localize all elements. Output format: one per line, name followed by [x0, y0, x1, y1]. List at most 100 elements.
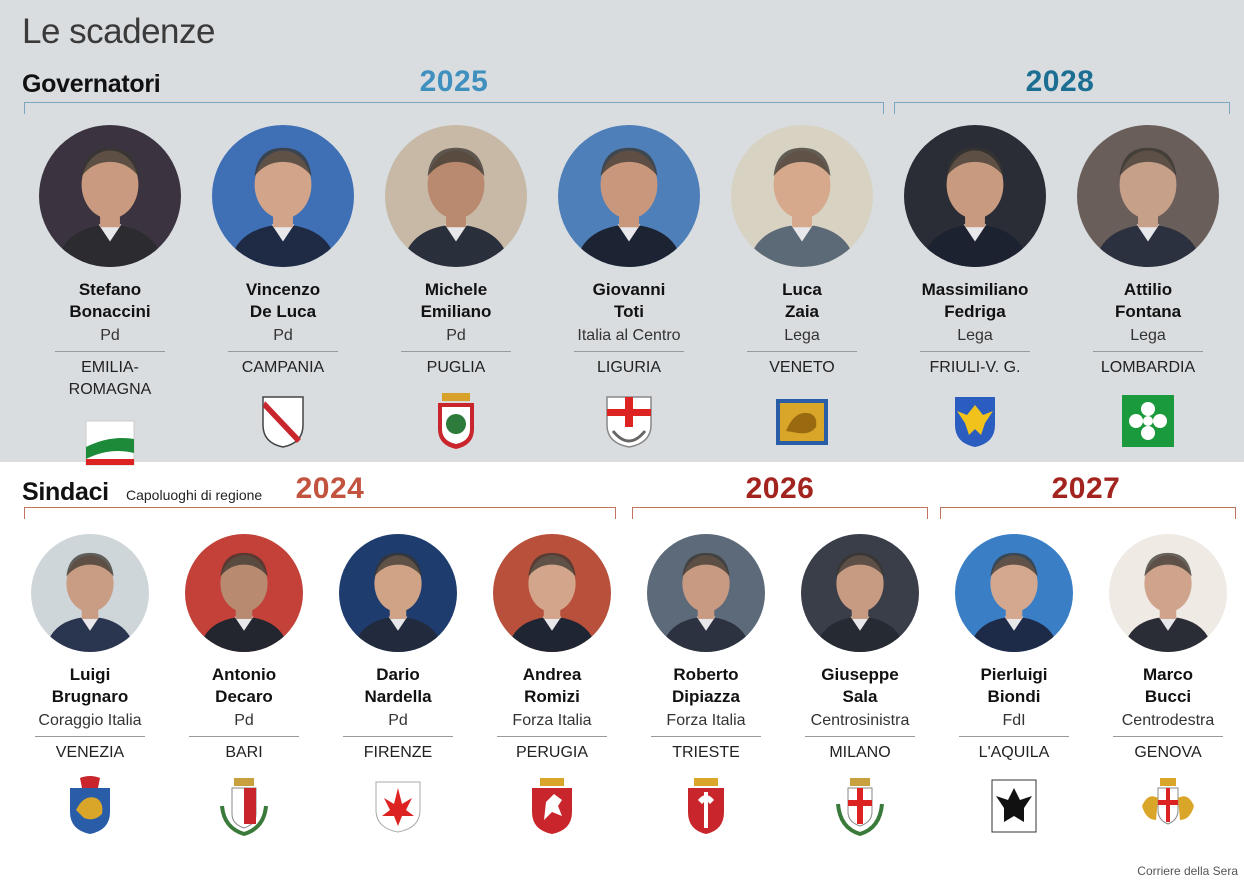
region-label: EMILIA-ROMAGNA — [55, 351, 165, 401]
last-name: Brugnaro — [51, 687, 129, 706]
portrait-photo — [493, 534, 611, 652]
person-name: Dario Nardella — [323, 664, 473, 708]
sindaci-heading: Sindaci — [22, 478, 109, 506]
mayor-card: Giuseppe Sala Centrosinistra MILANO — [785, 534, 935, 841]
sindaci-subtitle: Capoluoghi di regione — [126, 487, 263, 503]
region-label: MILANO — [805, 736, 915, 764]
party-label: Pd — [446, 327, 466, 344]
portrait-photo — [1077, 125, 1219, 267]
governor-card: Attilio Fontana Lega LOMBARDIA — [1073, 125, 1223, 456]
firenze-lily-icon — [368, 776, 428, 841]
first-name: Giovanni — [592, 280, 666, 299]
puglia-shield-icon — [426, 391, 486, 456]
first-name: Marco — [1142, 665, 1194, 684]
year-2024-label: 2024 — [295, 472, 365, 505]
person-name: Roberto Dipiazza — [631, 664, 781, 708]
page-title: Le scadenze — [22, 12, 215, 51]
portrait-photo — [558, 125, 700, 267]
last-name: Bonaccini — [69, 302, 151, 321]
party-label: Pd — [388, 712, 408, 729]
first-name: Roberto — [673, 665, 739, 684]
person-name: Stefano Bonaccini — [35, 279, 185, 323]
first-name: Giuseppe — [821, 665, 899, 684]
genova-griffins-icon — [1138, 776, 1198, 841]
first-name: Michele — [424, 280, 488, 299]
person-name: Andrea Romizi — [477, 664, 627, 708]
mayor-card: Marco Bucci Centrodestra GENOVA — [1093, 534, 1243, 841]
last-name: De Luca — [249, 302, 317, 321]
first-name: Pierluigi — [980, 665, 1048, 684]
portrait-photo — [904, 125, 1046, 267]
party-label: Italia al Centro — [577, 327, 681, 344]
region-label: CAMPANIA — [228, 351, 338, 379]
mayor-card: Roberto Dipiazza Forza Italia TRIESTE — [631, 534, 781, 841]
person-name: Luigi Brugnaro — [15, 664, 165, 708]
portrait-photo — [1109, 534, 1227, 652]
veneto-lion-flag-icon — [772, 391, 832, 456]
person-name: Vincenzo De Luca — [208, 279, 358, 323]
party-label: Forza Italia — [666, 712, 746, 729]
governor-card: Vincenzo De Luca Pd CAMPANIA — [208, 125, 358, 456]
party-label: Lega — [784, 327, 820, 344]
first-name: Dario — [376, 665, 420, 684]
bari-crest-icon — [214, 776, 274, 841]
last-name: Zaia — [784, 302, 820, 321]
bracket-2027 — [940, 507, 1236, 519]
party-label: Lega — [1130, 327, 1166, 344]
bracket-2024 — [24, 507, 616, 519]
portrait-photo — [731, 125, 873, 267]
emilia-romagna-flag-icon — [80, 413, 140, 478]
mayor-card: Dario Nardella Pd FIRENZE — [323, 534, 473, 841]
bracket-2025 — [24, 102, 884, 114]
person-name: Antonio Decaro — [169, 664, 319, 708]
party-label: Pd — [100, 327, 120, 344]
last-name: Romizi — [524, 687, 580, 706]
person-name: Giovanni Toti — [554, 279, 704, 323]
party-label: Forza Italia — [512, 712, 592, 729]
governor-card: Massimiliano Fedriga Lega FRIULI-V. G. — [900, 125, 1050, 456]
region-label: VENEZIA — [35, 736, 145, 764]
person-name: Attilio Fontana — [1073, 279, 1223, 323]
region-label: LOMBARDIA — [1093, 351, 1203, 379]
region-label: L'AQUILA — [959, 736, 1069, 764]
last-name: Bucci — [1144, 687, 1192, 706]
first-name: Attilio — [1123, 280, 1173, 299]
governor-card: Michele Emiliano Pd PUGLIA — [381, 125, 531, 456]
region-label: BARI — [189, 736, 299, 764]
portrait-photo — [31, 534, 149, 652]
first-name: Andrea — [522, 665, 582, 684]
party-label: Centrosinistra — [810, 712, 910, 729]
portrait-photo — [801, 534, 919, 652]
person-name: Giuseppe Sala — [785, 664, 935, 708]
first-name: Antonio — [211, 665, 277, 684]
governor-card: Stefano Bonaccini Pd EMILIA-ROMAGNA — [35, 125, 185, 478]
governor-card: Luca Zaia Lega VENETO — [727, 125, 877, 456]
first-name: Vincenzo — [245, 280, 321, 299]
person-name: Pierluigi Biondi — [939, 664, 1089, 708]
party-label: Centrodestra — [1121, 712, 1215, 729]
portrait-photo — [212, 125, 354, 267]
portrait-photo — [185, 534, 303, 652]
trieste-halberd-icon — [676, 776, 736, 841]
last-name: Dipiazza — [671, 687, 741, 706]
mayor-card: Luigi Brugnaro Coraggio Italia VENEZIA — [15, 534, 165, 841]
region-label: VENETO — [747, 351, 857, 379]
person-name: Michele Emiliano — [381, 279, 531, 323]
region-label: FRIULI-V. G. — [920, 351, 1030, 379]
region-label: FIRENZE — [343, 736, 453, 764]
person-name: Luca Zaia — [727, 279, 877, 323]
region-label: PUGLIA — [401, 351, 511, 379]
last-name: Biondi — [987, 687, 1041, 706]
last-name: Fedriga — [944, 302, 1006, 321]
last-name: Fontana — [1114, 302, 1182, 321]
laquila-eagle-icon — [984, 776, 1044, 841]
venezia-crest-icon — [60, 776, 120, 841]
region-label: TRIESTE — [651, 736, 761, 764]
first-name: Luca — [782, 280, 822, 299]
last-name: Toti — [614, 302, 644, 321]
year-2025-label: 2025 — [419, 65, 489, 98]
party-label: Pd — [234, 712, 254, 729]
bracket-2026 — [632, 507, 928, 519]
governatori-heading: Governatori — [22, 70, 161, 98]
portrait-photo — [647, 534, 765, 652]
